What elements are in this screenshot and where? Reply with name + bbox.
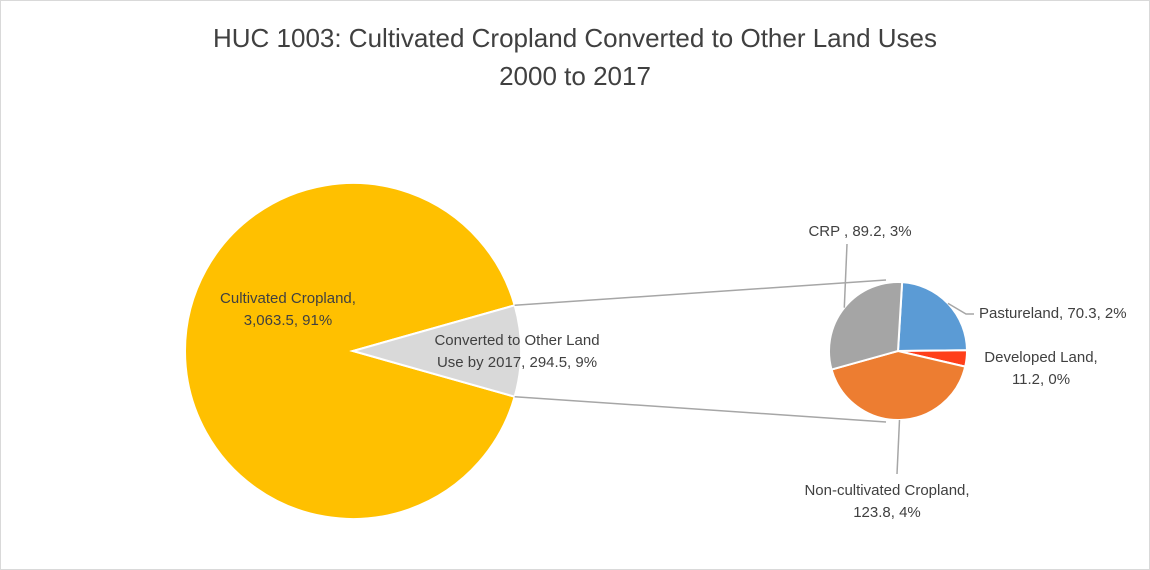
leader-line-pastureland-70-3-2	[947, 302, 974, 315]
label-non-cultivated-cropland: Non-cultivated Cropland, 123.8, 4%	[804, 482, 969, 521]
label-developed-land: Developed Land, 11.2, 0%	[984, 349, 1097, 388]
slice-crp-89-2-3	[828, 281, 904, 371]
label-pastureland-70-3-2: Pastureland, 70.3, 2%	[979, 305, 1127, 322]
chart-title: HUC 1003: Cultivated Cropland Converted …	[212, 23, 938, 53]
leader-line-crp-89-2-3	[843, 243, 848, 308]
series-line-bottom	[514, 395, 887, 423]
leader-line-non-cultivated-cropland	[896, 419, 901, 475]
slice-converted-to-other-land	[349, 304, 522, 398]
label-converted-to-other-land: Converted to Other Land Use by 2017, 294.…	[434, 332, 599, 371]
label-cultivated-cropland: Cultivated Cropland, 3,063.5, 91%	[220, 290, 356, 329]
series-line-top	[514, 279, 887, 307]
chart-subtitle: 2000 to 2017	[499, 61, 651, 91]
slice-pastureland-70-3-2	[896, 281, 969, 353]
label-crp-89-2-3: CRP , 89.2, 3%	[808, 223, 911, 240]
slice-non-cultivated-cropland	[830, 349, 967, 421]
